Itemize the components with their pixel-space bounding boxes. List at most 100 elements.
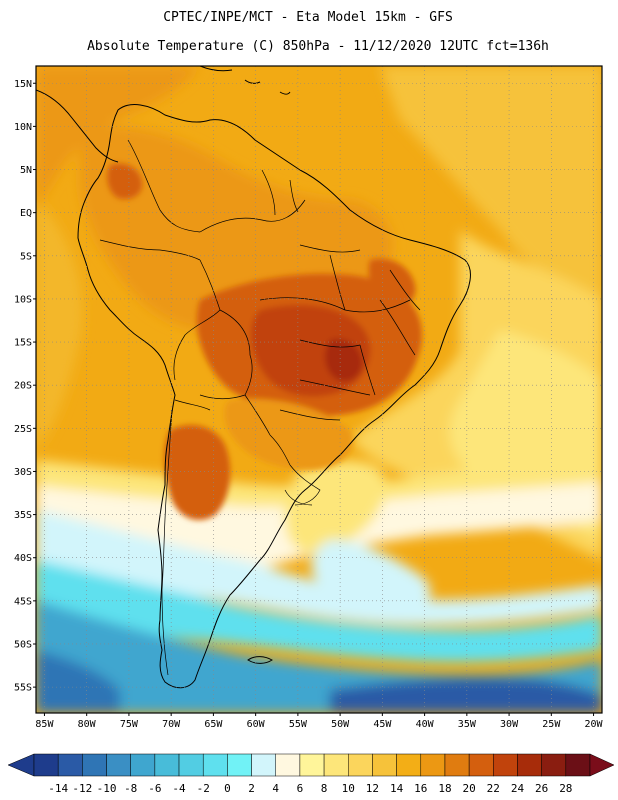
hot-core-chaco [164,425,231,520]
colorbar-swatch [130,753,156,777]
lon-tick-label: 60W [247,719,266,730]
lat-tick-label: 15S [14,338,32,349]
colorbar-label: 6 [297,782,304,795]
colorbar-label: 8 [321,782,328,795]
lat-tick-label: 5N [20,165,32,176]
lon-tick-label: 70W [162,719,181,730]
pacific-band [36,200,83,450]
bahia-border [379,299,416,356]
colorbar: -14 -12 -10 -8 -6 -4 -2 0 2 4 6 8 10 12 14 16 18 20 22 24 26… [7,753,615,795]
colorbar-label: 10 [342,782,355,795]
colorbar-swatch [420,753,446,777]
lon-tick-label: 20W [585,719,604,730]
lat-tick-label: 10N [14,122,32,133]
border-argentina-brazil [269,434,291,466]
lat-tick-label: 15N [14,79,32,90]
land-hot-cores [107,163,422,520]
lat-tick-label: 25S [14,424,32,435]
lon-tick-label: 45W [373,719,392,730]
colorbar-label: 26 [535,782,548,795]
lon-tick-label: 85W [35,719,54,730]
lat-axis: 15N 10N 5N EQ 5S 10S 15S 20S 25S 30S 35S 40S 45S 50S 5… [14,79,36,694]
colorbar-label: 14 [390,782,404,795]
colorbar-swatch [541,753,567,777]
map-panel [36,66,602,713]
border-bolivia-paraguay [199,394,246,400]
colorbar-label: 16 [414,782,427,795]
colorbar-swatch [565,753,591,777]
border-venezuela-brazil [199,199,306,233]
colorbar-swatch [299,753,325,777]
colorbar-label: 2 [248,782,255,795]
map-frame [35,65,603,714]
map-title-line1: CPTEC/INPE/MCT - Eta Model 15km - GFS [163,10,453,25]
lon-tick-label: 65W [204,719,223,730]
south-america-coastline [77,104,471,689]
lat-tick-label: 5S [20,251,32,262]
cyan-intrusion-40s [311,540,431,610]
colorbar-swatch [251,753,276,777]
colorbar-swatch [202,753,228,777]
colorbar-swatch [227,753,252,777]
colorbar-swatch [323,753,349,777]
lat-tick-label: 20S [14,381,32,392]
warm-core-mid [224,398,353,470]
border-colombia-peru [99,239,201,261]
temperature-field [36,66,602,713]
central-america-coastline [36,89,119,163]
colorbar-swatch [57,753,83,777]
colorbar-swatch [372,753,397,777]
colorbar-label: 18 [438,782,451,795]
border-uruguay [289,464,321,506]
coastlines [36,66,471,689]
map-title-line2: Absolute Temperature (C) 850hPa - 11/12/… [87,39,549,54]
colorbar-swatch [348,753,373,777]
border-argentina-chile [161,409,173,676]
country-borders [99,139,421,676]
lon-axis: 85W 80W 75W 70W 65W 60W 55W 50W 45W 40W 35W 30W 25W 2… [35,713,604,730]
colorbar-swatch [396,753,422,777]
colorbar-label: 22 [487,782,500,795]
colorbar-swatch [444,753,470,777]
warm-band-ne [380,66,602,300]
lon-tick-label: 80W [78,719,97,730]
lat-tick-label: 35S [14,510,32,521]
lat-tick-label: 55S [14,683,32,694]
colorbar-label: -12 [72,782,92,795]
hot-core-bahia [368,258,416,307]
deep-blue-patch [330,678,602,713]
lon-tick-label: 75W [120,719,139,730]
colorbar-swatch [275,753,301,777]
colorbar-label: 20 [463,782,476,795]
border-venezuela-colombia [127,139,201,233]
colorbar-swatch [468,753,494,777]
lat-tick-label: 45S [14,596,32,607]
colorbar-label: 28 [559,782,572,795]
colorbar-label: 12 [366,782,379,795]
hot-core-nw-venezuela [107,163,143,200]
lat-tick-label: 40S [14,553,32,564]
border-paraguay-brazil [244,394,271,436]
lon-tick-label: 30W [500,719,519,730]
border-argentina-bolivia [174,399,211,411]
lon-tick-label: 40W [416,719,435,730]
colorbar-swatch [154,753,180,777]
lat-tick-label: EQ [20,208,32,219]
colorbar-high-arrow [589,753,615,777]
pale-tongue-uruguay [284,460,386,555]
lat-tick-label: 30S [14,467,32,478]
orange-pacific-nw [36,66,200,210]
colorbar-label: -8 [124,782,137,795]
colorbar-swatch [493,753,518,777]
deep-blue-patch-west [36,650,120,713]
colorbar-swatch [33,753,59,777]
hot-core-goias [324,338,363,382]
pale-cyan-band [36,510,602,625]
colorbar-swatch [82,753,107,777]
cyan-band [36,560,602,662]
colorbar-swatch [517,753,542,777]
colorbar-low-arrow [7,753,35,777]
colorbar-label: 24 [511,782,525,795]
lon-tick-label: 25W [542,719,561,730]
